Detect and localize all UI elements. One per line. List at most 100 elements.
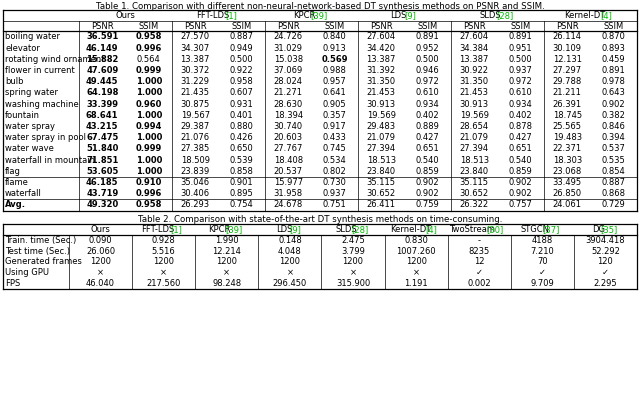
Text: 0.500: 0.500: [416, 55, 440, 64]
Text: 0.610: 0.610: [509, 88, 532, 97]
Text: 0.802: 0.802: [323, 167, 347, 176]
Text: [39]: [39]: [310, 11, 328, 20]
Text: TwoStream: TwoStream: [449, 225, 495, 234]
Text: [35]: [35]: [600, 225, 618, 234]
Text: 0.868: 0.868: [602, 189, 626, 198]
Text: 1.000: 1.000: [136, 111, 162, 120]
Text: 43.719: 43.719: [86, 189, 118, 198]
Text: [4]: [4]: [600, 11, 612, 20]
Text: 3.799: 3.799: [341, 247, 365, 256]
Text: 29.483: 29.483: [367, 122, 396, 131]
Text: 0.901: 0.901: [230, 178, 253, 187]
Text: boiling water: boiling water: [5, 33, 60, 41]
Text: 27.394: 27.394: [460, 144, 489, 153]
Text: [9]: [9]: [404, 11, 416, 20]
Text: 9.709: 9.709: [531, 279, 554, 288]
Text: ✓: ✓: [539, 268, 546, 277]
Text: Ours: Ours: [91, 225, 111, 234]
Text: 30.652: 30.652: [460, 189, 489, 198]
Text: 49.320: 49.320: [86, 200, 118, 209]
Text: 0.958: 0.958: [230, 77, 253, 86]
Text: -: -: [477, 236, 481, 245]
Text: 0.891: 0.891: [416, 33, 440, 41]
Text: 28.654: 28.654: [460, 122, 489, 131]
Text: 0.730: 0.730: [323, 178, 347, 187]
Text: 67.475: 67.475: [86, 133, 118, 142]
Text: 315.900: 315.900: [336, 279, 370, 288]
Text: 0.952: 0.952: [416, 43, 440, 53]
Text: 29.387: 29.387: [180, 122, 210, 131]
Text: 35.115: 35.115: [367, 178, 396, 187]
Text: 0.902: 0.902: [509, 189, 532, 198]
Text: PSNR: PSNR: [277, 22, 300, 31]
Text: 0.978: 0.978: [602, 77, 626, 86]
Text: DG: DG: [592, 225, 605, 234]
Text: 0.893: 0.893: [602, 43, 626, 53]
Text: 0.891: 0.891: [509, 33, 532, 41]
Text: spring water: spring water: [5, 88, 58, 97]
Text: 30.652: 30.652: [367, 189, 396, 198]
Text: 46.040: 46.040: [86, 279, 115, 288]
Text: 30.109: 30.109: [553, 43, 582, 53]
Text: 0.902: 0.902: [416, 178, 440, 187]
Text: ×: ×: [286, 268, 293, 277]
Text: 0.754: 0.754: [230, 200, 253, 209]
Text: 34.420: 34.420: [367, 43, 396, 53]
Text: 1.000: 1.000: [136, 88, 162, 97]
Text: PSNR: PSNR: [91, 22, 113, 31]
Text: 8235: 8235: [468, 247, 490, 256]
Text: 0.830: 0.830: [404, 236, 428, 245]
Text: 31.350: 31.350: [367, 77, 396, 86]
Text: 0.569: 0.569: [321, 55, 348, 64]
Text: PSNR: PSNR: [556, 22, 579, 31]
Text: 0.910: 0.910: [136, 178, 162, 187]
Text: 0.090: 0.090: [89, 236, 113, 245]
Text: 71.851: 71.851: [86, 155, 118, 165]
Text: [4]: [4]: [426, 225, 437, 234]
Text: 0.148: 0.148: [278, 236, 302, 245]
Text: 0.902: 0.902: [602, 99, 625, 109]
Text: 18.303: 18.303: [552, 155, 582, 165]
Text: 0.610: 0.610: [416, 88, 440, 97]
Text: 51.840: 51.840: [86, 144, 118, 153]
Text: Table 2. Comparison with state-of-the-art DT synthesis methods on time-consuming: Table 2. Comparison with state-of-the-ar…: [138, 216, 502, 224]
Text: [28]: [28]: [496, 11, 513, 20]
Text: 0.357: 0.357: [323, 111, 347, 120]
Text: 1200: 1200: [153, 257, 174, 267]
Text: [39]: [39]: [225, 225, 243, 234]
Text: 2.295: 2.295: [594, 279, 617, 288]
Text: SLDS: SLDS: [479, 11, 501, 20]
Text: 19.569: 19.569: [460, 111, 489, 120]
Text: 20.603: 20.603: [274, 133, 303, 142]
Text: FFT-LDS: FFT-LDS: [196, 11, 229, 20]
Text: ✓: ✓: [602, 268, 609, 277]
Text: 0.902: 0.902: [416, 189, 440, 198]
Text: ✓: ✓: [476, 268, 483, 277]
Text: 0.427: 0.427: [509, 133, 532, 142]
Text: 46.185: 46.185: [86, 178, 118, 187]
Text: SLDS: SLDS: [335, 225, 356, 234]
Text: 26.060: 26.060: [86, 247, 115, 256]
Text: ×: ×: [160, 268, 167, 277]
Text: 24.061: 24.061: [553, 200, 582, 209]
Text: 120: 120: [598, 257, 613, 267]
Text: 30.740: 30.740: [274, 122, 303, 131]
Text: 21.076: 21.076: [180, 133, 210, 142]
Text: SSIM: SSIM: [139, 22, 159, 31]
Text: elevator: elevator: [5, 43, 40, 53]
Text: 0.745: 0.745: [323, 144, 347, 153]
Text: 21.453: 21.453: [367, 88, 396, 97]
Text: 0.880: 0.880: [230, 122, 253, 131]
Text: 0.999: 0.999: [136, 66, 162, 75]
Text: FFT-LDS: FFT-LDS: [141, 225, 175, 234]
Text: Test time (Sec.): Test time (Sec.): [5, 247, 70, 256]
Text: 1.000: 1.000: [136, 77, 162, 86]
Text: 18.745: 18.745: [553, 111, 582, 120]
Text: 0.540: 0.540: [509, 155, 532, 165]
Text: 0.895: 0.895: [230, 189, 253, 198]
Text: 0.960: 0.960: [136, 99, 162, 109]
Text: 37.069: 37.069: [274, 66, 303, 75]
Text: 24.678: 24.678: [274, 200, 303, 209]
Text: 64.198: 64.198: [86, 88, 118, 97]
Text: 0.999: 0.999: [136, 144, 162, 153]
